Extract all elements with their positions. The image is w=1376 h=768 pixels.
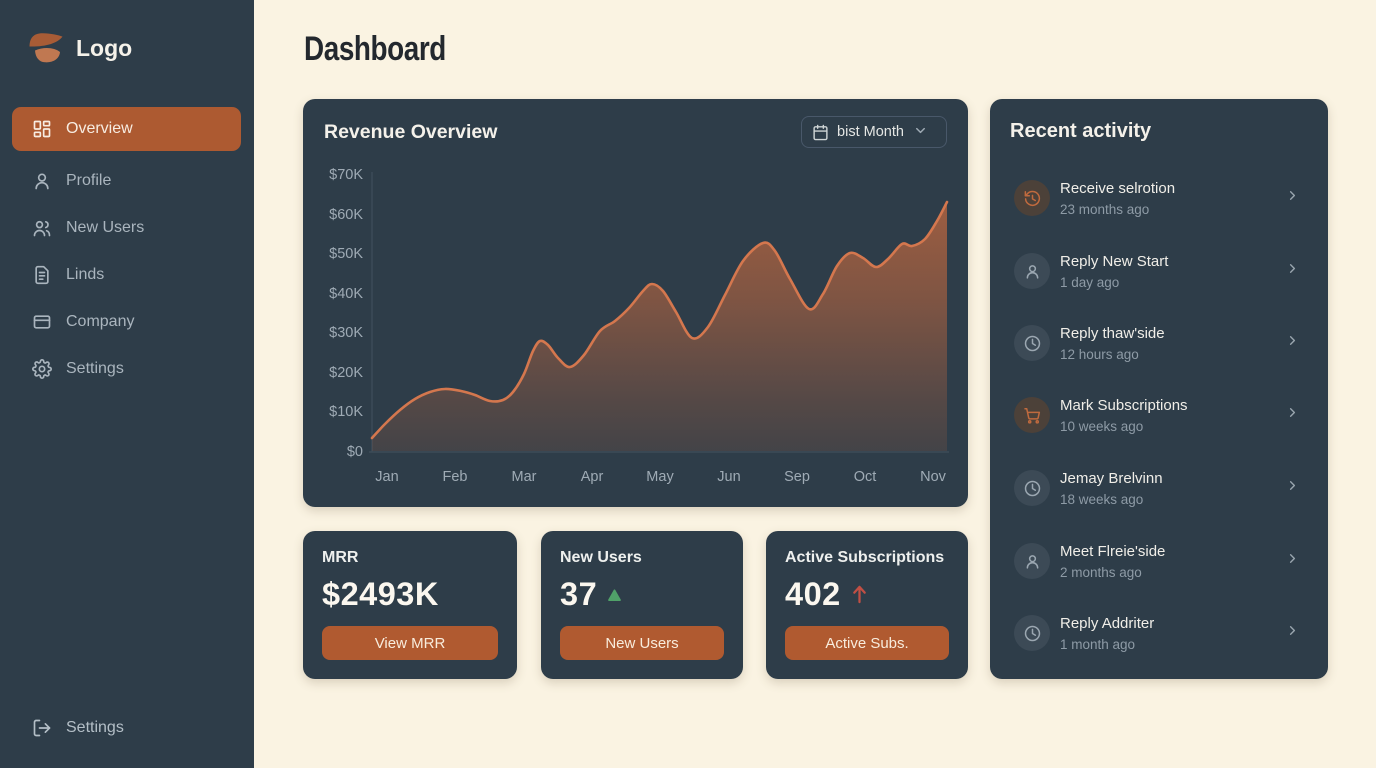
svg-text:$20K: $20K [329, 365, 363, 381]
svg-text:Jan: Jan [375, 469, 398, 485]
svg-text:Jun: Jun [717, 469, 740, 485]
svg-text:Mar: Mar [512, 469, 537, 485]
svg-text:$10K: $10K [329, 404, 363, 420]
svg-text:Oct: Oct [854, 469, 877, 485]
svg-text:May: May [646, 469, 674, 485]
svg-text:$60K: $60K [329, 207, 363, 223]
svg-text:$0: $0 [347, 444, 363, 460]
svg-text:$70K: $70K [329, 167, 363, 183]
svg-text:Apr: Apr [581, 469, 604, 485]
svg-text:$50K: $50K [329, 246, 363, 262]
svg-text:Feb: Feb [443, 469, 468, 485]
svg-text:Nov: Nov [920, 469, 947, 485]
svg-text:$30K: $30K [329, 325, 363, 341]
svg-text:Sep: Sep [784, 469, 810, 485]
svg-text:$40K: $40K [329, 286, 363, 302]
